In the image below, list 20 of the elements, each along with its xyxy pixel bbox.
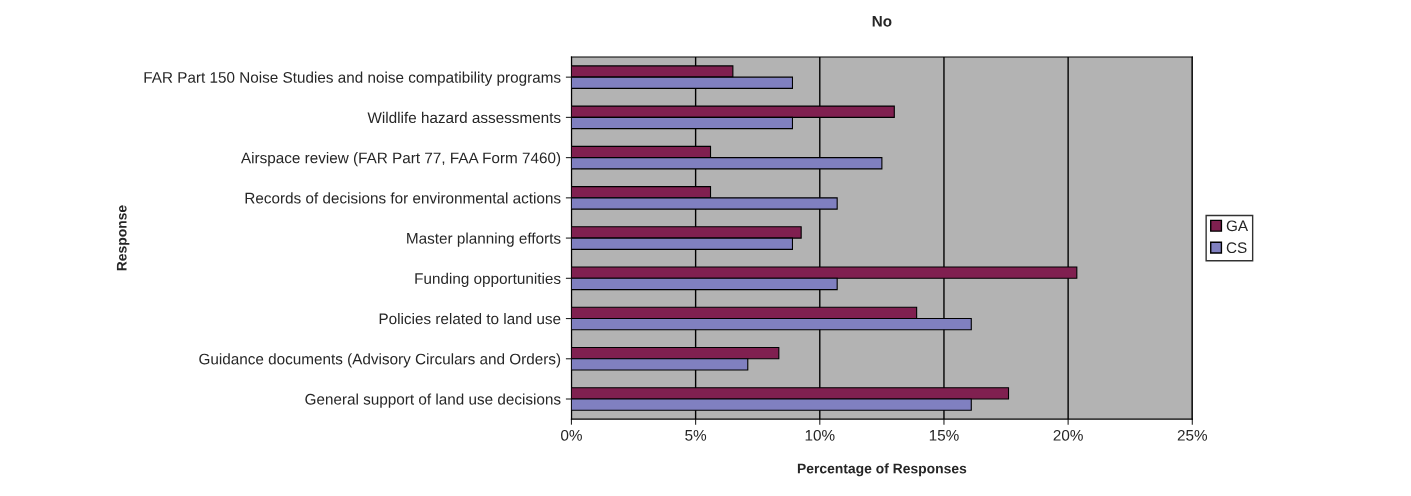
y-tick-label: Master planning efforts xyxy=(407,232,561,247)
y-tick-label: Wildlife hazard assessments xyxy=(367,111,561,124)
y-tick-label: FAR Part 150 Noise Studies and noise compatibility programs xyxy=(144,71,561,86)
legend-label: GA xyxy=(1226,220,1249,232)
legend-label: CS xyxy=(1226,242,1247,254)
y-tick-label: Funding opportunities xyxy=(415,272,561,288)
x-tick-label: 5% xyxy=(685,430,707,441)
x-tick-label: 0% xyxy=(561,429,582,441)
x-tick-label: 20% xyxy=(1053,429,1083,441)
y-tick-label: Guidance documents (Advisory Circulars and Orders) xyxy=(199,353,561,368)
x-tick-label: 15% xyxy=(929,430,959,441)
y-axis-title: Response xyxy=(116,205,130,271)
x-tick-label: 10% xyxy=(805,429,835,441)
x-axis-title: Percentage of Responses xyxy=(797,463,967,477)
y-tick-label: Records of decisions for environmental actions xyxy=(245,192,561,204)
y-tick-label: Policies related to land use xyxy=(379,313,561,325)
chart-title: No xyxy=(872,15,892,27)
x-tick-label: 25% xyxy=(1177,429,1208,441)
y-tick-label: General support of land use decisions xyxy=(305,393,561,408)
y-tick-label: Airspace review (FAR Part 77, FAA Form 7460) xyxy=(240,152,561,167)
